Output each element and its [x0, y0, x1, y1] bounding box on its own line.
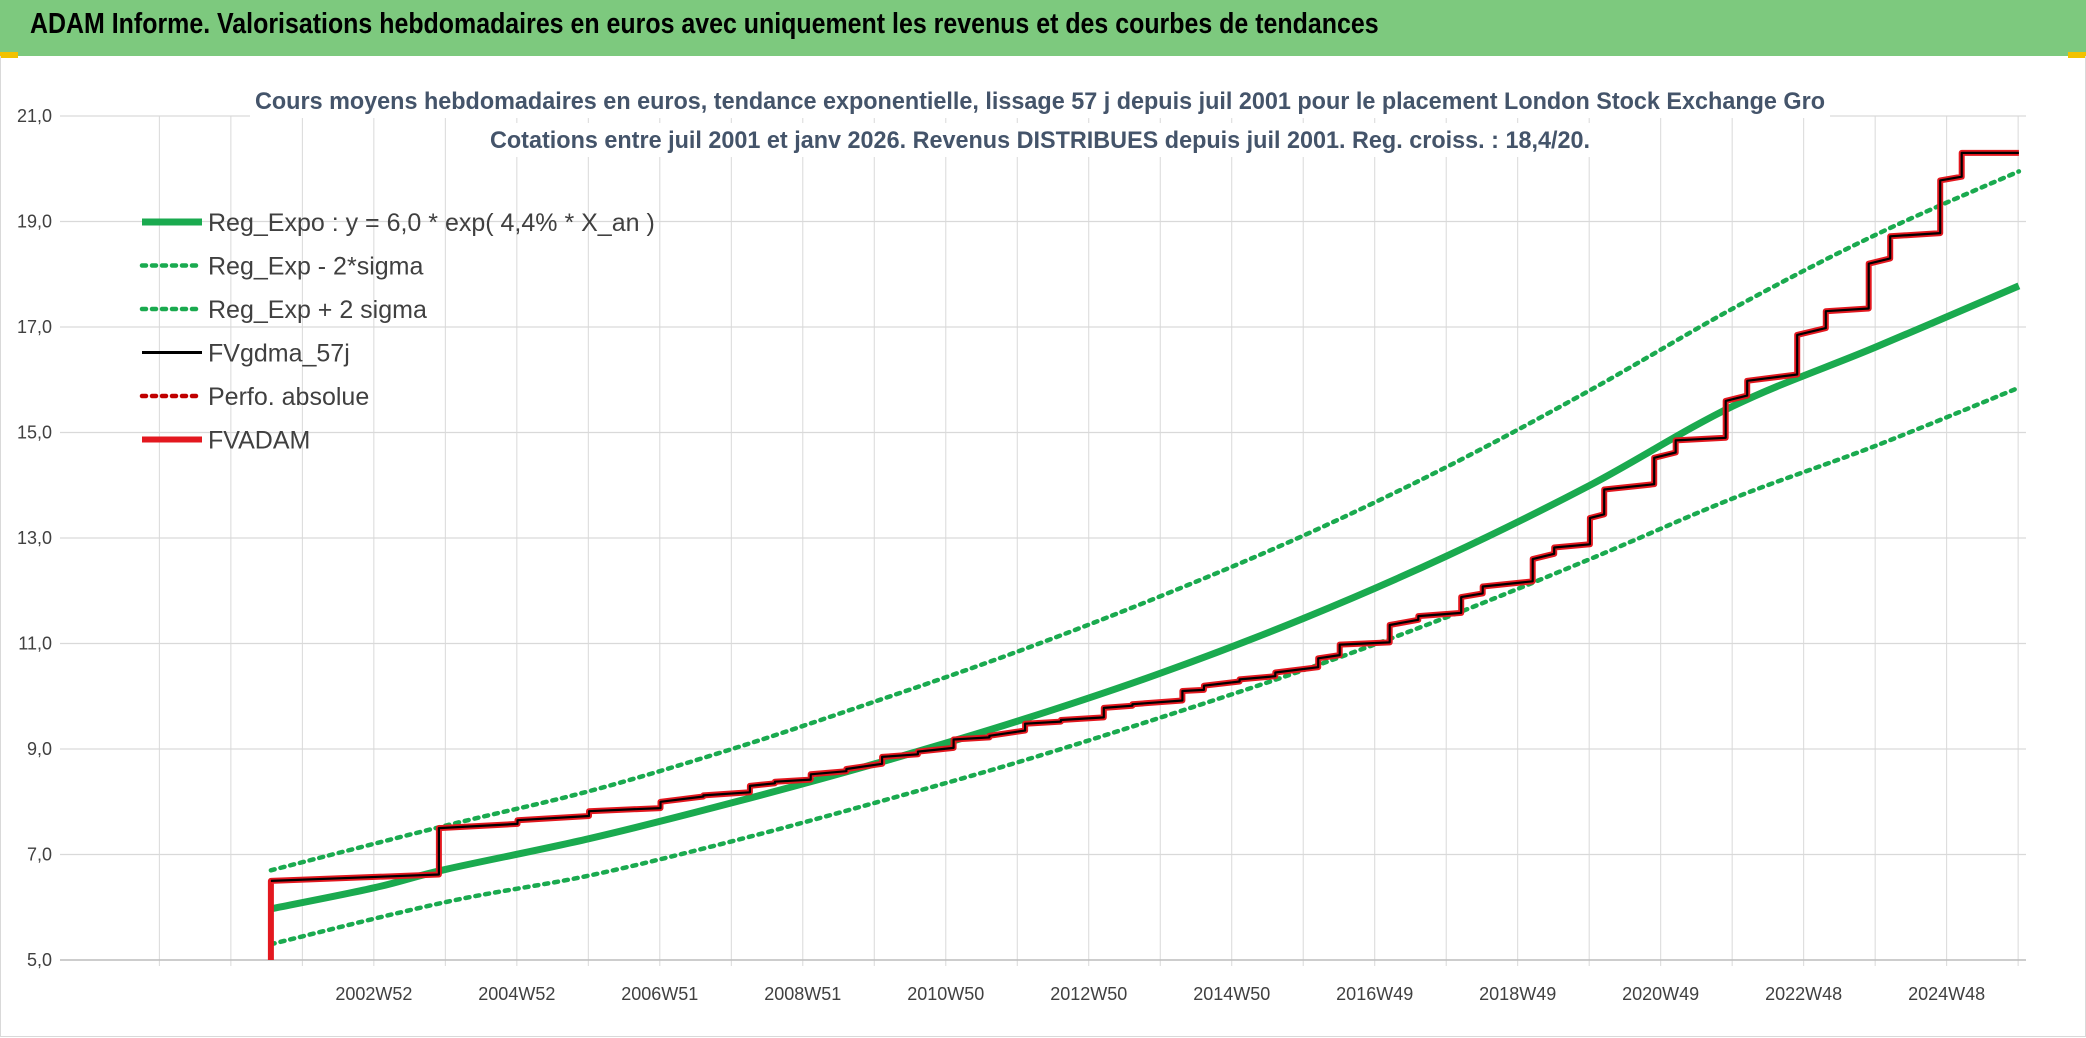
x-tick-label: 2006W51	[621, 984, 698, 1004]
legend-entry-label: FVADAM	[208, 427, 310, 455]
legend-entry-label: Perfo. absolue	[208, 383, 369, 411]
x-tick-label: 2004W52	[478, 984, 555, 1004]
banner-corner-right	[2068, 52, 2086, 58]
x-tick-label: 2022W48	[1765, 984, 1842, 1004]
x-tick-label: 2012W50	[1050, 984, 1127, 1004]
y-tick-label: 9,0	[27, 739, 52, 759]
chart-title-line1: Cours moyens hebdomadaires en euros, ten…	[255, 88, 1825, 115]
x-tick-label: 2008W51	[764, 984, 841, 1004]
x-tick-label: 2024W48	[1908, 984, 1985, 1004]
series-layer	[267, 149, 2022, 960]
series-fvgdma-57j	[270, 151, 2019, 882]
x-tick-label: 2020W49	[1622, 984, 1699, 1004]
banner-corner-left	[0, 52, 18, 58]
y-tick-label: 13,0	[17, 528, 52, 548]
y-tick-label: 21,0	[17, 106, 52, 126]
y-tick-label: 11,0	[18, 634, 52, 654]
report-banner: ADAM Informe. Valorisations hebdomadaire…	[0, 0, 2086, 56]
y-tick-label: 19,0	[17, 212, 52, 232]
x-tick-label: 2016W49	[1336, 984, 1413, 1004]
series-reg-minus-2sigma	[268, 385, 2022, 947]
legend-entry-label: Reg_Expo : y = 6,0 * exp( 4,4% * X_an )	[208, 209, 655, 237]
legend: Reg_Expo : y = 6,0 * exp( 4,4% * X_an ) R…	[139, 209, 655, 455]
chart-title-group: Cours moyens hebdomadaires en euros, ten…	[250, 84, 1830, 157]
x-tick-label: 2018W49	[1479, 984, 1556, 1004]
y-tick-label: 5,0	[27, 950, 52, 970]
x-tick-label: 2002W52	[335, 984, 412, 1004]
series-reg-plus-2sigma	[268, 169, 2022, 873]
report-title: ADAM Informe. Valorisations hebdomadaire…	[30, 8, 1379, 40]
y-tick-label: 7,0	[27, 845, 52, 865]
x-tick-label: 2010W50	[907, 984, 984, 1004]
chart-title-line2: Cotations entre juil 2001 et janv 2026. …	[490, 127, 1590, 154]
series-fvadam	[267, 149, 2019, 960]
legend-entry-label: FVgdma_57j	[208, 340, 350, 368]
grid-lines	[60, 115, 2026, 966]
y-tick-label: 17,0	[17, 317, 52, 337]
x-tick-label: 2014W50	[1193, 984, 1270, 1004]
axis-labels: 5,0 7,0 9,0 11,0 13,0 15,0 17,0 19,0 21,0 2002W52…	[17, 106, 1985, 1004]
y-tick-label: 15,0	[17, 423, 52, 443]
legend-entry-label: Reg_Exp + 2 sigma	[208, 296, 427, 324]
legend-entry-label: Reg_Exp - 2*sigma	[208, 253, 423, 281]
